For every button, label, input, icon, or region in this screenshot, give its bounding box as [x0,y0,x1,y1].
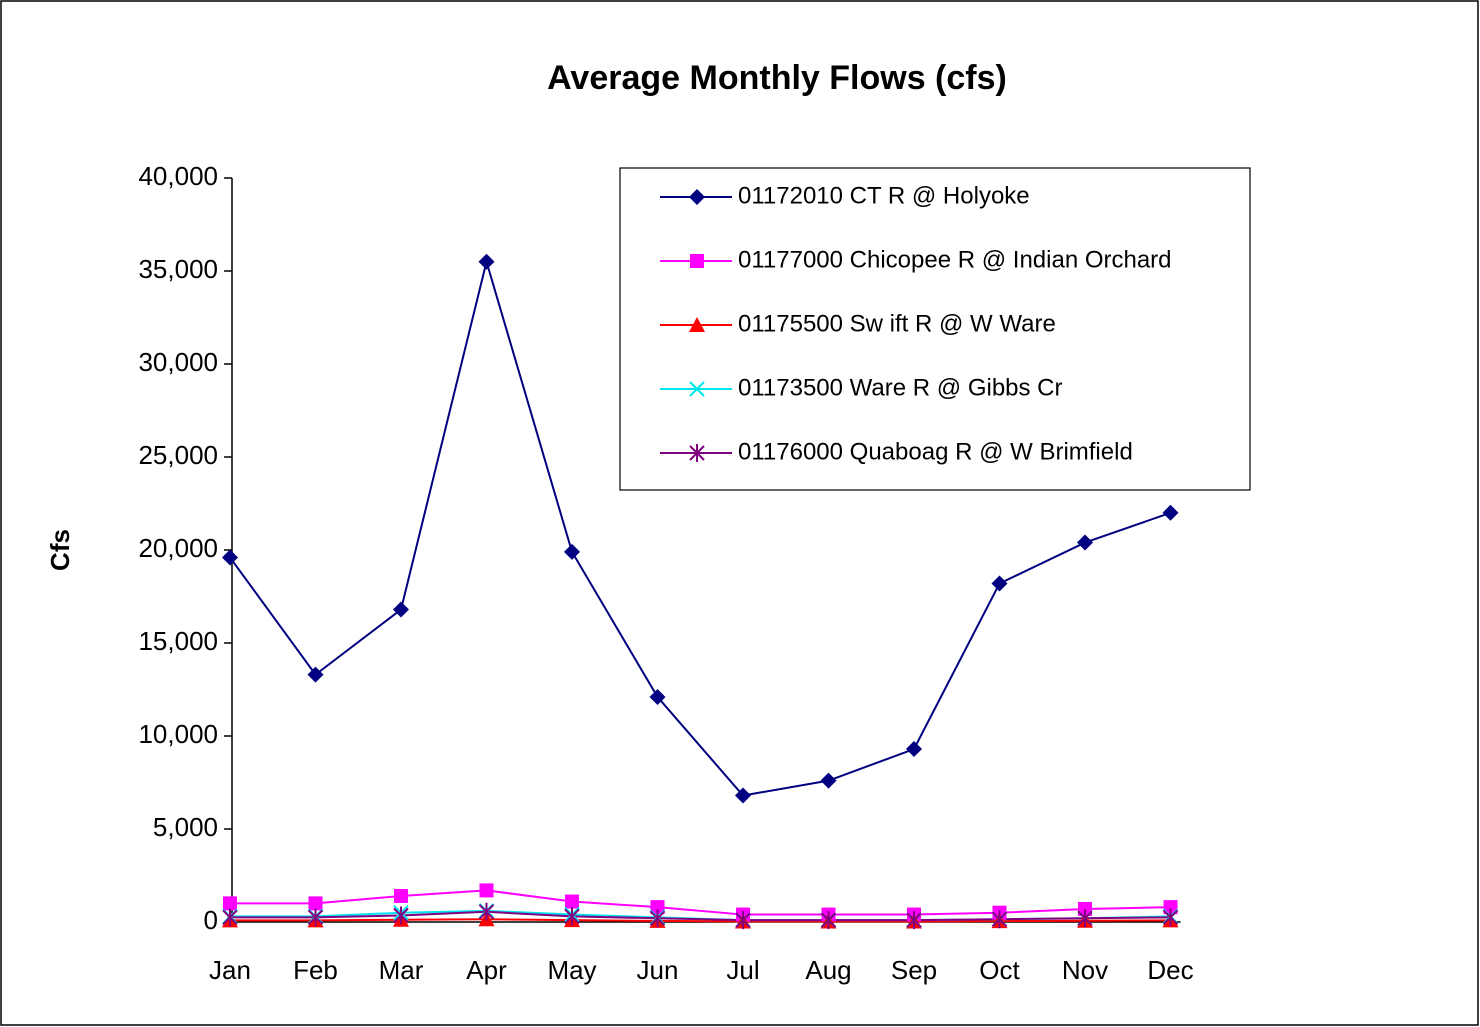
marker [223,896,237,911]
marker [564,543,580,560]
marker [393,906,409,925]
x-tick-label: Feb [293,955,338,985]
marker [906,741,922,758]
x-tick-label: May [547,955,596,985]
marker [735,911,751,930]
series-line [230,910,1171,922]
legend-label: 01172010 CT R @ Holyoke [738,182,1030,209]
chart-title: Average Monthly Flows (cfs) [547,59,1007,97]
marker [991,910,1008,929]
y-tick-label: 35,000 [138,254,218,284]
y-tick-label: 5,000 [153,812,218,842]
marker [478,902,495,921]
marker [564,907,580,926]
x-tick-label: Apr [466,955,507,985]
marker [689,444,705,462]
series-line [229,257,1171,797]
marker [307,666,324,683]
marker [649,688,666,705]
marker [689,317,705,332]
marker [1077,534,1093,551]
legend-label: 01176000 Quaboag R @ W Brimfield [738,438,1133,465]
marker [820,772,837,789]
marker [222,908,238,927]
x-tick-label: Sep [891,955,937,985]
marker [991,575,1008,592]
marker [689,381,705,397]
marker [1162,504,1179,521]
y-tick-label: 40,000 [138,161,218,191]
marker [479,883,494,898]
x-tick-label: Mar [379,955,424,985]
marker [1162,908,1179,927]
marker [308,896,323,911]
marker [1078,901,1092,916]
y-tick-label: 30,000 [138,347,218,377]
x-tick-label: Dec [1147,955,1193,985]
marker [649,909,666,928]
marker [478,253,495,270]
y-tick-label: 0 [204,905,218,935]
x-tick-label: Jul [726,955,759,985]
x-tick-label: Oct [979,955,1020,985]
legend-box [619,167,1251,491]
marker [690,254,704,268]
marker [393,601,409,618]
legend-label: 01175500 Sw ift R @ W Ware [738,310,1056,337]
x-tick-label: Jun [637,955,679,985]
x-tick-label: Jan [209,955,251,985]
series-line [230,889,1171,916]
marker [222,549,238,566]
marker [650,900,665,915]
marker [906,911,922,930]
y-tick-label: 10,000 [138,719,218,749]
legend-label: 01177000 Chicopee R @ Indian Orchard [738,246,1172,273]
legend-label: 01173500 Ware R @ Gibbs Cr [738,374,1063,401]
series-line [230,918,1171,923]
y-tick-label: 15,000 [138,626,218,656]
marker [820,911,837,930]
marker [565,894,579,909]
marker [735,787,751,804]
x-tick-label: Nov [1062,955,1108,985]
y-tick-label: 25,000 [138,440,218,470]
x-tick-label: Aug [805,955,851,985]
y-axis-label: Cfs [45,529,75,571]
marker [1077,909,1093,928]
marker [307,908,324,927]
marker [394,888,408,903]
marker [1163,900,1178,915]
marker [689,189,705,205]
y-tick-label: 20,000 [138,533,218,563]
